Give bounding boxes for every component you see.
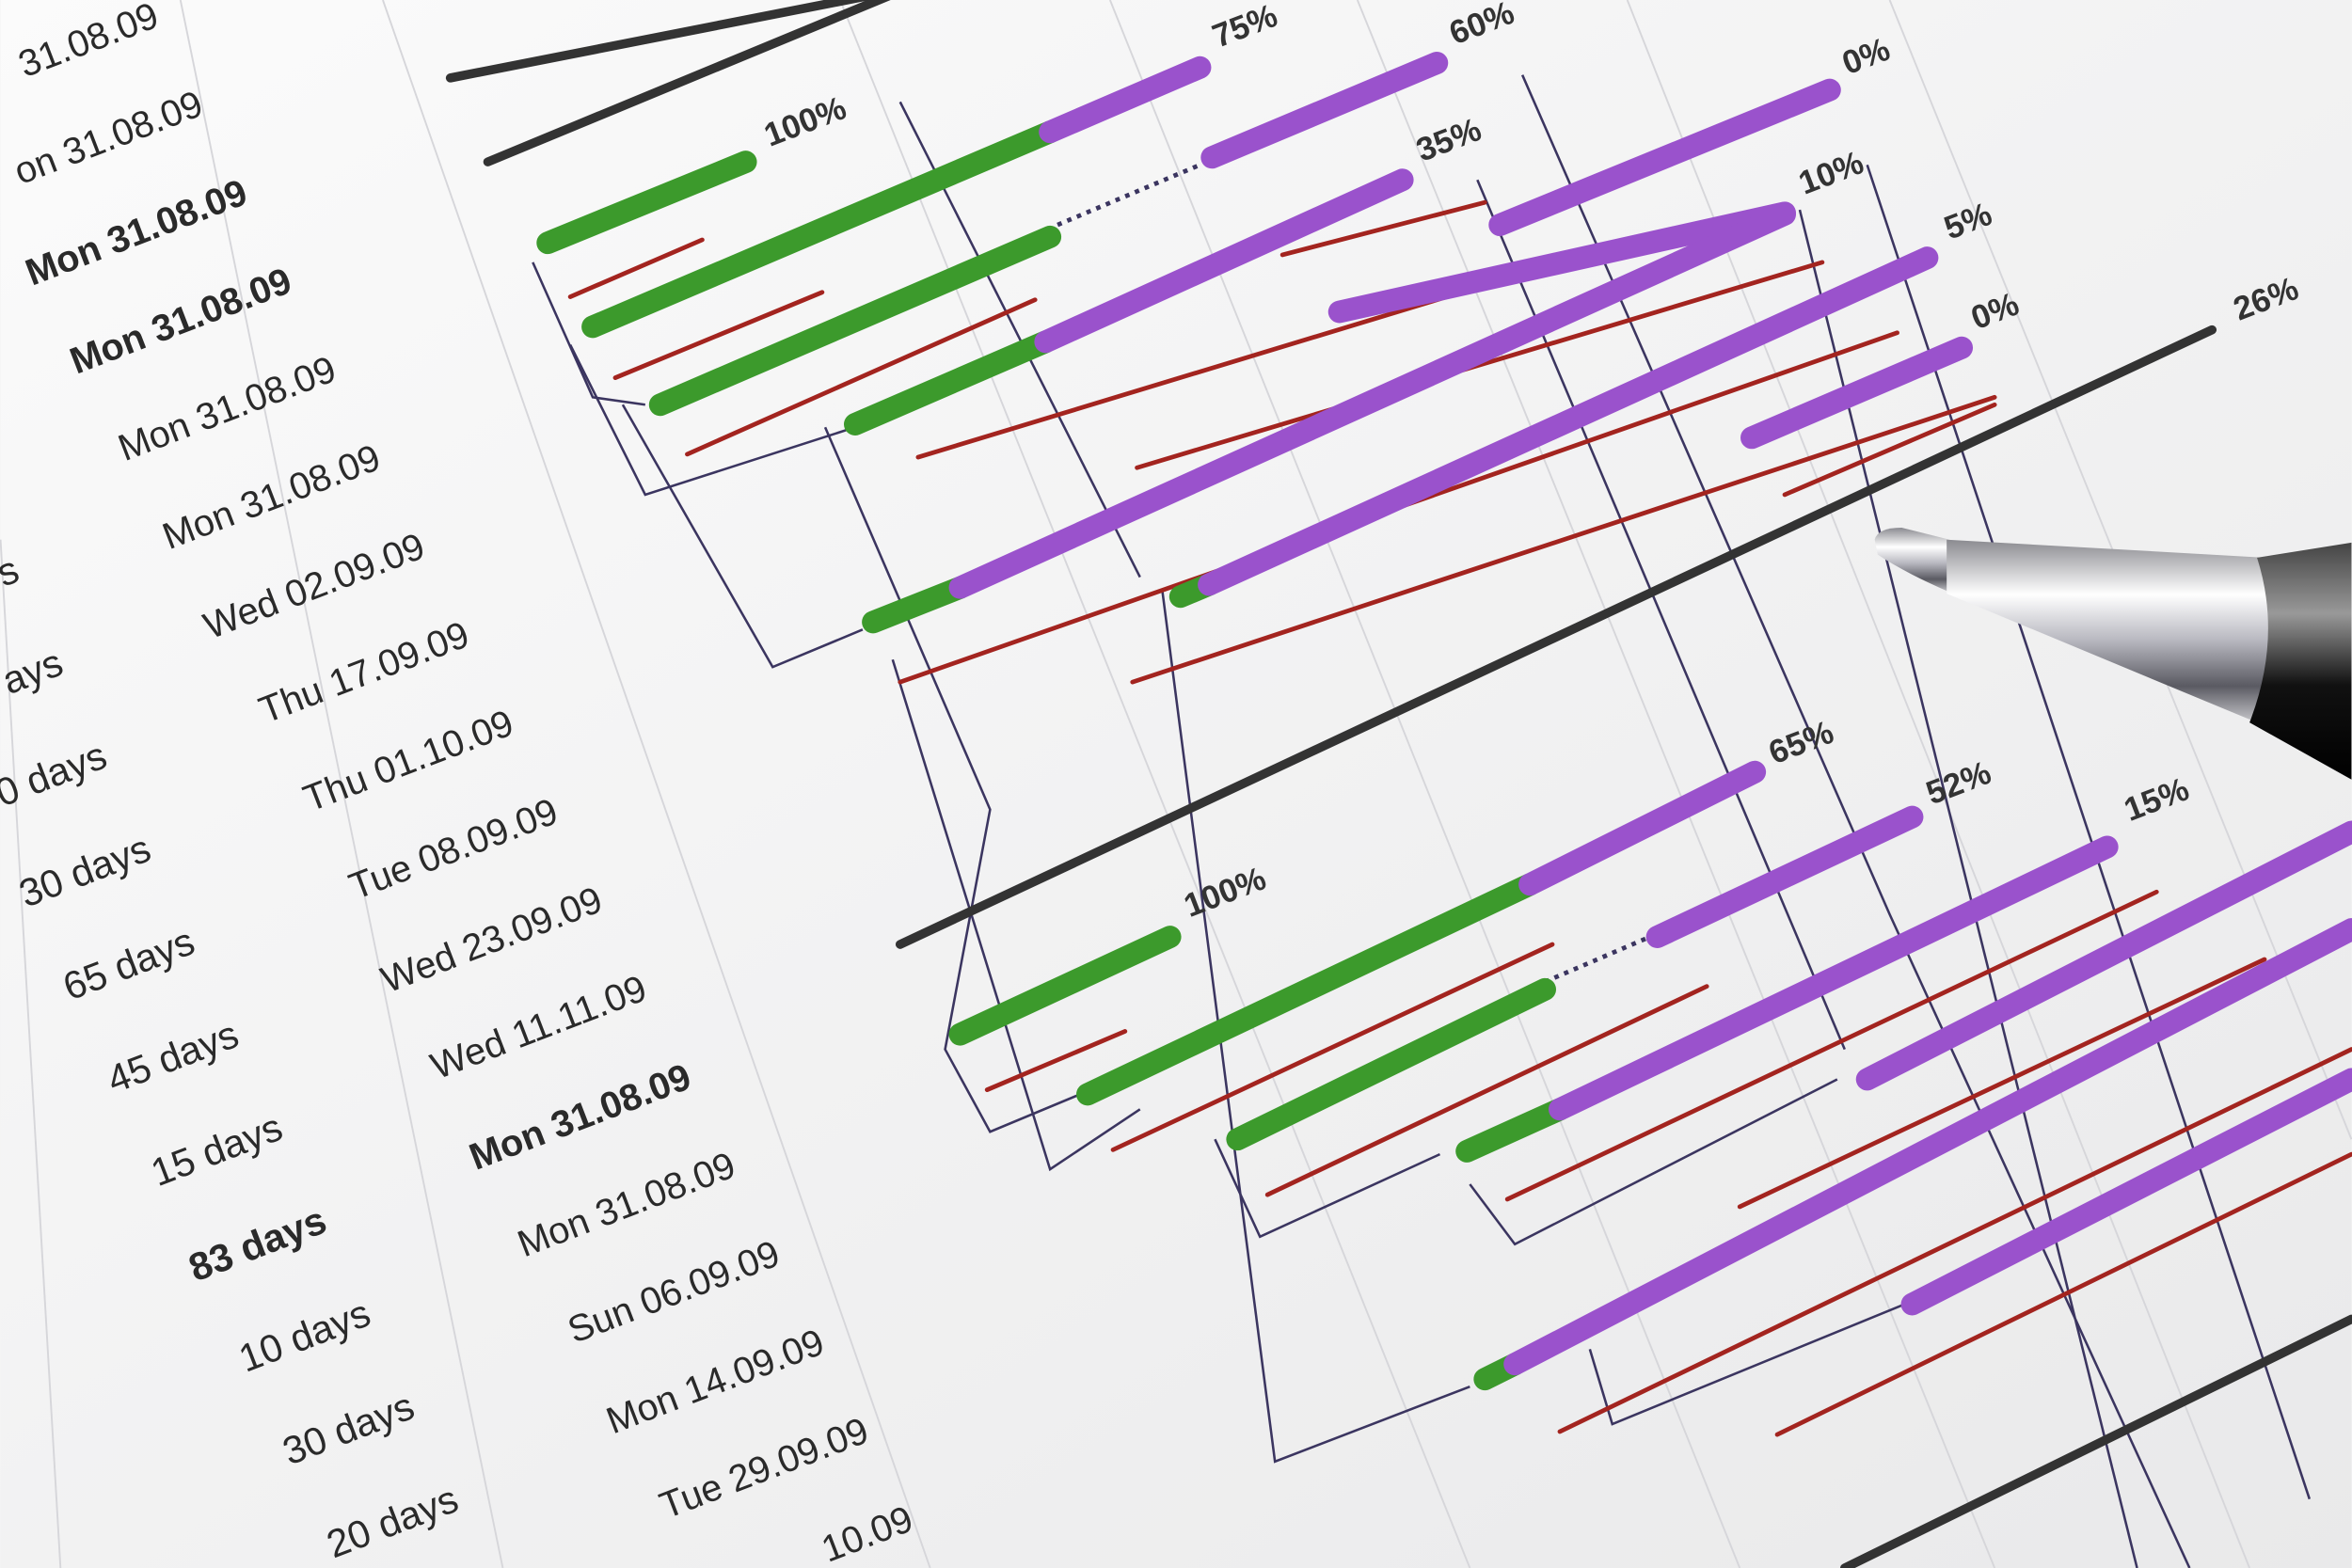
bar (445, 0, 871, 83)
bar (1034, 168, 1414, 354)
bar (1226, 977, 1557, 1151)
bar (948, 202, 1796, 599)
bar (948, 926, 1182, 1046)
bar (1544, 934, 1651, 985)
bar (648, 225, 1062, 417)
bar (1504, 889, 2159, 1202)
bar (1518, 760, 1767, 896)
bar (1782, 402, 1997, 498)
bar (1855, 820, 2352, 1091)
bar (1740, 336, 1974, 450)
bar (1488, 78, 1841, 237)
bar (1110, 942, 1555, 1152)
bar (1503, 918, 2352, 1376)
pen (1874, 527, 2352, 780)
bar (612, 290, 825, 381)
bar (1327, 201, 1796, 324)
bar (984, 1029, 1128, 1093)
bar (1279, 199, 1487, 258)
bar (483, 0, 891, 166)
bar (1198, 246, 1939, 596)
bar (1549, 835, 2119, 1121)
bar (1264, 984, 1709, 1197)
bar (1557, 1047, 2352, 1434)
bar (1039, 55, 1212, 144)
bar (536, 150, 757, 255)
bar (1645, 805, 1924, 949)
bar (1057, 163, 1201, 228)
bar (1840, 1314, 2352, 1568)
bar (1200, 51, 1449, 169)
dependency-links (532, 74, 2312, 1568)
bar (1900, 1068, 2352, 1316)
bar (1455, 1098, 1571, 1163)
gantt-bars (445, 0, 2352, 1568)
bar (1130, 394, 1997, 685)
bar (895, 325, 2217, 949)
bar (581, 120, 1062, 339)
bar (1774, 1151, 2352, 1437)
bar (843, 330, 1057, 436)
bar (685, 297, 1038, 457)
bar (862, 576, 972, 634)
bar (1076, 873, 1542, 1106)
bar (1737, 957, 2267, 1210)
bar (567, 237, 705, 299)
bar (1135, 260, 1825, 470)
